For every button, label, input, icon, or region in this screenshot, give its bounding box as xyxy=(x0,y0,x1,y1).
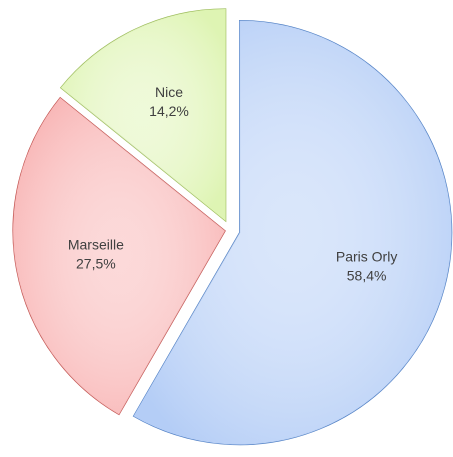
slice-label: Nice xyxy=(155,84,183,100)
slice-value-label: 58,4% xyxy=(347,267,387,283)
slice-label: Marseille xyxy=(68,237,124,253)
slice-value-label: 27,5% xyxy=(76,256,116,272)
slice-value-label: 14,2% xyxy=(149,103,189,119)
slice-label: Paris Orly xyxy=(336,248,397,264)
